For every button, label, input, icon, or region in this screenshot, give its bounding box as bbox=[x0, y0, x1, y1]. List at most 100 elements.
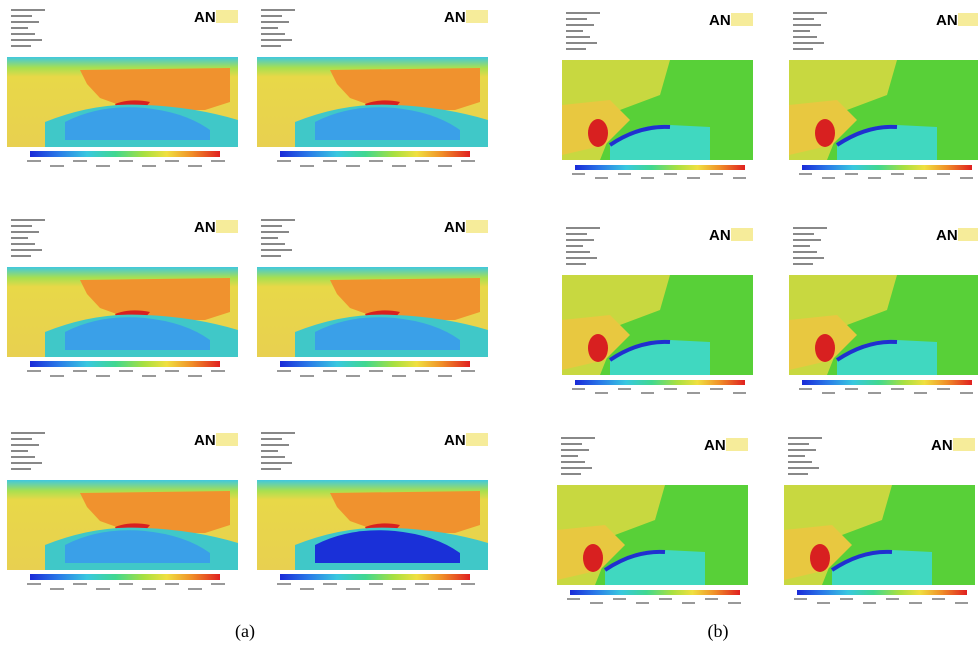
colorbar-label bbox=[119, 370, 133, 372]
header-text bbox=[561, 455, 578, 457]
colorbar-label bbox=[891, 173, 904, 175]
colorbar-label bbox=[165, 583, 179, 585]
body bbox=[315, 317, 460, 350]
colorbar-label bbox=[188, 588, 202, 590]
header-text bbox=[793, 227, 827, 229]
header-text bbox=[793, 36, 817, 38]
body bbox=[65, 530, 210, 563]
contour-plot: AN bbox=[257, 219, 488, 377]
colorbar-label bbox=[636, 602, 649, 604]
contour-plot: AN bbox=[784, 437, 975, 604]
colorbar-label bbox=[96, 588, 110, 590]
header-text bbox=[566, 36, 590, 38]
colorbar-label bbox=[300, 588, 314, 590]
colorbar-label bbox=[438, 375, 452, 377]
colorbar-label bbox=[119, 583, 133, 585]
header-text bbox=[566, 18, 587, 20]
colorbar bbox=[575, 165, 745, 170]
header-text bbox=[261, 456, 285, 458]
header-text bbox=[11, 225, 32, 227]
colorbar-label bbox=[119, 160, 133, 162]
region-high bbox=[330, 278, 480, 320]
colorbar-label bbox=[845, 173, 858, 175]
colorbar-label bbox=[664, 388, 677, 390]
header-text bbox=[261, 243, 285, 245]
colorbar-label bbox=[346, 375, 360, 377]
body-edge bbox=[603, 549, 666, 572]
header-text bbox=[261, 45, 281, 47]
contour-plot: AN bbox=[257, 9, 488, 167]
region-peak bbox=[815, 334, 835, 362]
logo-sys bbox=[958, 13, 978, 26]
colorbar-label bbox=[438, 165, 452, 167]
colorbar-label bbox=[27, 370, 41, 372]
header-text bbox=[11, 45, 31, 47]
colorbar-label bbox=[50, 588, 64, 590]
colorbar-label bbox=[641, 392, 654, 394]
header-text bbox=[561, 467, 592, 469]
header-text bbox=[11, 27, 28, 29]
colorbar-label bbox=[728, 602, 741, 604]
logo: AN bbox=[444, 219, 466, 236]
colorbar-label bbox=[415, 160, 429, 162]
colorbar-label bbox=[567, 598, 580, 600]
header-text bbox=[11, 450, 28, 452]
header-text bbox=[793, 30, 810, 32]
logo: AN bbox=[936, 227, 958, 244]
colorbar-label bbox=[799, 388, 812, 390]
contour-plot: AN bbox=[257, 432, 488, 590]
colorbar-label bbox=[618, 388, 631, 390]
colorbar-label bbox=[96, 375, 110, 377]
header-text bbox=[261, 438, 282, 440]
colorbar-label bbox=[165, 160, 179, 162]
logo-sys bbox=[466, 10, 488, 23]
logo: AN bbox=[709, 227, 731, 244]
header-text bbox=[11, 21, 39, 23]
header-text bbox=[11, 39, 42, 41]
region-peak bbox=[583, 544, 603, 572]
colorbar-label bbox=[392, 375, 406, 377]
colorbar-label bbox=[641, 177, 654, 179]
header-text bbox=[566, 251, 590, 253]
header-text bbox=[788, 449, 816, 451]
region-high bbox=[330, 491, 480, 533]
colorbar-label bbox=[277, 370, 291, 372]
colorbar-label bbox=[27, 583, 41, 585]
colorbar-label bbox=[323, 160, 337, 162]
header-text bbox=[793, 42, 824, 44]
colorbar-label bbox=[73, 370, 87, 372]
logo-sys bbox=[216, 433, 238, 446]
header-text bbox=[261, 33, 285, 35]
colorbar-label bbox=[461, 370, 475, 372]
contour-plot: AN bbox=[562, 12, 753, 179]
colorbar-label bbox=[461, 583, 475, 585]
logo: AN bbox=[704, 437, 726, 454]
colorbar-label bbox=[682, 602, 695, 604]
header-text bbox=[561, 437, 595, 439]
logo: AN bbox=[709, 12, 731, 29]
colorbar-label bbox=[822, 177, 835, 179]
colorbar-label bbox=[323, 583, 337, 585]
region-peak bbox=[588, 119, 608, 147]
logo-sys bbox=[958, 228, 978, 241]
body bbox=[65, 107, 210, 140]
colorbar-label bbox=[572, 388, 585, 390]
logo-sys bbox=[216, 10, 238, 23]
logo-sys bbox=[726, 438, 748, 451]
colorbar-label bbox=[822, 392, 835, 394]
header-text bbox=[788, 443, 809, 445]
header-text bbox=[11, 243, 35, 245]
header-text bbox=[261, 444, 289, 446]
header-text bbox=[261, 225, 282, 227]
header-text bbox=[261, 27, 278, 29]
header-text bbox=[788, 437, 822, 439]
header-text bbox=[261, 39, 292, 41]
header-text bbox=[261, 237, 278, 239]
colorbar-label bbox=[142, 375, 156, 377]
logo-sys bbox=[216, 220, 238, 233]
header-text bbox=[561, 443, 582, 445]
colorbar-label bbox=[845, 388, 858, 390]
region-high bbox=[80, 278, 230, 320]
header-text bbox=[11, 456, 35, 458]
